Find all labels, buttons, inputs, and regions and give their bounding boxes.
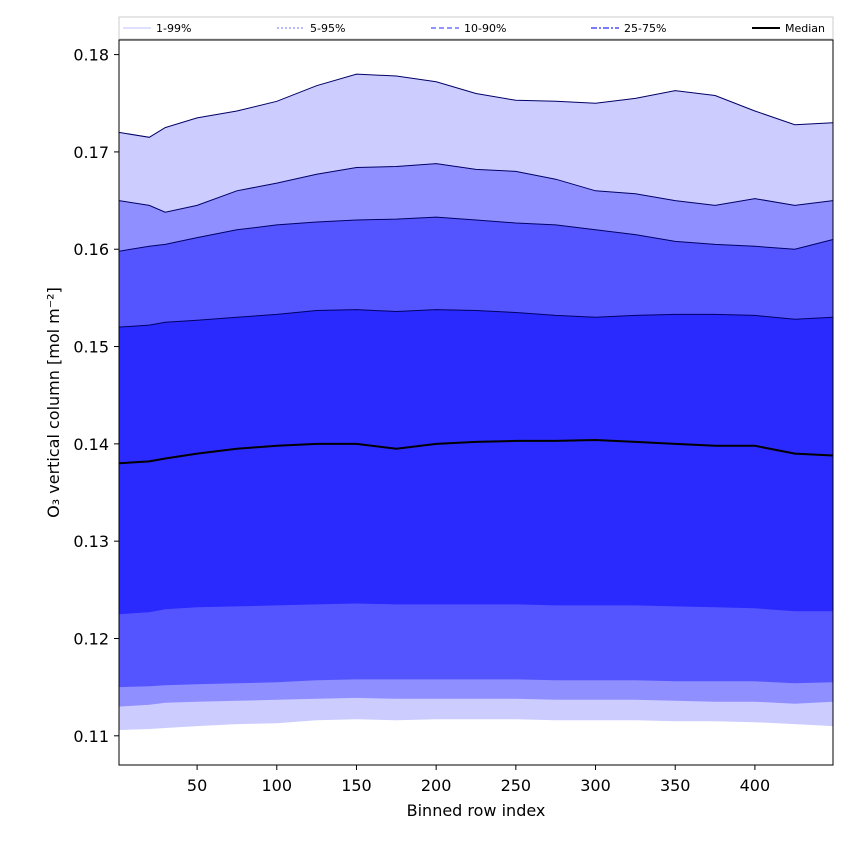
band-upper-line-1 [118,163,834,213]
x-tick-label: 300 [580,776,611,795]
legend-label: 25-75% [624,22,666,35]
legend-label: Median [785,22,825,35]
x-tick-label: 350 [660,776,691,795]
x-axis: 50 100 150 200 250 300 350 400 [187,765,770,795]
legend: 1-99% 5-95% 10-90% 25-75% Median [118,16,834,40]
bands-group [119,74,833,731]
y-tick-label: 0.15 [73,338,109,357]
x-tick-label: 50 [187,776,207,795]
band-3 [119,309,833,615]
legend-label: 10-90% [464,22,506,35]
x-tick-label: 400 [740,776,771,795]
x-tick-label: 150 [341,776,372,795]
x-tick-label: 250 [501,776,532,795]
y-tick-label: 0.14 [73,435,109,454]
lines-group [118,73,834,465]
y-tick-label: 0.13 [73,532,109,551]
y-tick-label: 0.18 [73,46,109,65]
median-line [118,438,834,465]
y-axis: 0.11 0.12 0.13 0.14 0.15 0.16 0.17 0.18 [73,46,119,746]
band-upper-line-3 [118,309,834,328]
x-axis-label: Binned row index [407,801,546,820]
x-tick-label: 200 [421,776,452,795]
plot-frame [118,39,834,766]
y-tick-label: 0.17 [73,143,109,162]
x-tick-label: 100 [262,776,293,795]
band-upper-line-0 [118,73,834,138]
band-upper-line-2 [118,216,834,252]
y-tick-label: 0.16 [73,240,109,259]
legend-label: 5-95% [310,22,345,35]
y-tick-label: 0.12 [73,629,109,648]
legend-label: 1-99% [156,22,191,35]
legend-box [118,16,834,40]
y-axis-label: O₃ vertical column [mol m⁻²] [44,287,63,518]
y-tick-label: 0.11 [73,727,109,746]
